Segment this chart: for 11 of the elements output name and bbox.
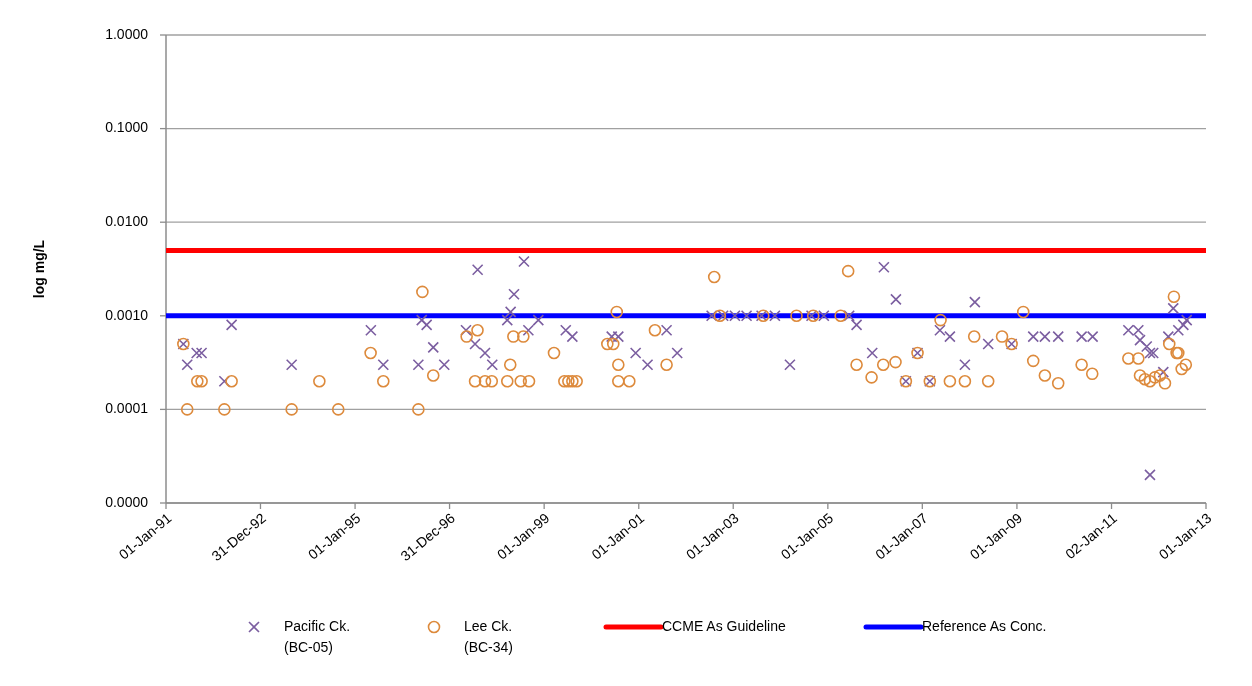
y-axis-title: log mg/L bbox=[30, 239, 47, 299]
legend-label: Pacific Ck. (BC-05) bbox=[284, 617, 351, 655]
y-tick-label: 0.1000 bbox=[105, 119, 149, 136]
y-tick-label: 0.0010 bbox=[105, 306, 149, 323]
y-tick-label: 0.0100 bbox=[105, 212, 149, 229]
legend-label: CCME As Guideline bbox=[662, 617, 786, 634]
legend-label: Lee Ck. (BC-34) bbox=[464, 617, 514, 655]
y-tick-label: 0.0001 bbox=[105, 400, 149, 417]
legend-label: Reference As Conc. bbox=[922, 617, 1047, 634]
y-tick-label: 0.0000 bbox=[105, 493, 149, 510]
y-tick-label: 1.0000 bbox=[105, 25, 149, 42]
